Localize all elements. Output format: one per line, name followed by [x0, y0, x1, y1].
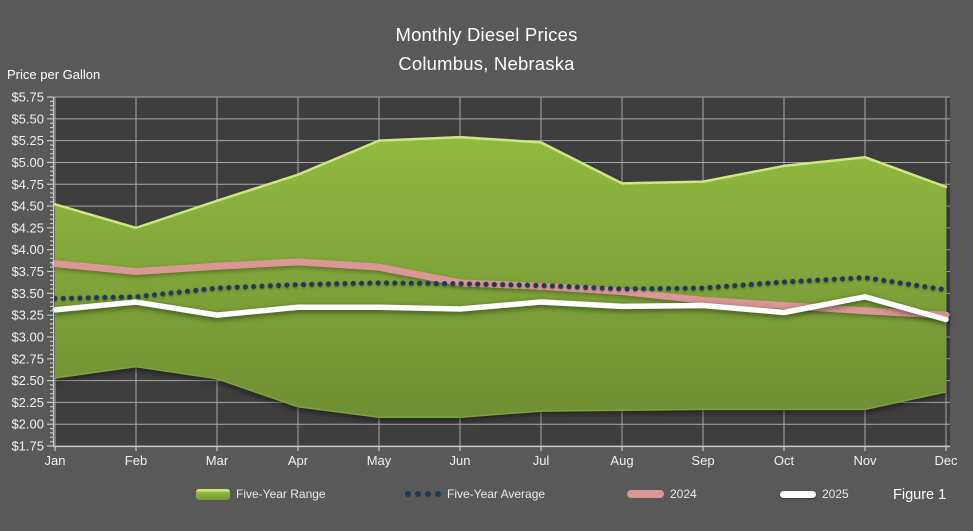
- svg-text:May: May: [367, 453, 392, 468]
- legend-label-five-year-range: Five-Year Range: [236, 487, 326, 501]
- svg-text:Nov: Nov: [853, 453, 877, 468]
- chart-title-line1: Monthly Diesel Prices: [395, 24, 578, 45]
- axes: [47, 96, 950, 451]
- svg-text:$5.00: $5.00: [11, 155, 44, 170]
- figure-label: Figure 1: [893, 487, 947, 503]
- chart-title-line2: Columbus, Nebraska: [398, 53, 575, 74]
- svg-text:$1.75: $1.75: [11, 439, 44, 454]
- svg-text:$2.50: $2.50: [11, 373, 44, 388]
- chart-title: Monthly Diesel Prices Columbus, Nebraska: [0, 20, 973, 78]
- y-axis-title: Price per Gallon: [7, 67, 101, 82]
- svg-text:$5.25: $5.25: [11, 133, 44, 148]
- svg-text:Sep: Sep: [691, 453, 714, 468]
- svg-text:$2.00: $2.00: [11, 417, 44, 432]
- legend-label-2024: 2024: [670, 487, 697, 501]
- svg-text:$4.75: $4.75: [11, 177, 44, 192]
- line-five-year-average: [52, 275, 949, 302]
- x-tick-labels: Jan Feb Mar Apr May Jun Jul Aug Sep Oct Nov Dec: [45, 453, 959, 468]
- line-2025: [52, 294, 949, 323]
- svg-text:Jul: Jul: [533, 453, 550, 468]
- svg-text:$4.00: $4.00: [11, 242, 44, 257]
- svg-text:$3.50: $3.50: [11, 286, 44, 301]
- svg-text:Aug: Aug: [610, 453, 633, 468]
- svg-text:$4.50: $4.50: [11, 199, 44, 214]
- svg-text:Mar: Mar: [206, 453, 229, 468]
- legend-label-2025: 2025: [822, 487, 849, 501]
- svg-text:$3.75: $3.75: [11, 264, 44, 279]
- svg-text:$3.25: $3.25: [11, 308, 44, 323]
- svg-text:Apr: Apr: [288, 453, 309, 468]
- svg-text:Jun: Jun: [450, 453, 471, 468]
- legend-item-2024: 2024: [627, 486, 697, 502]
- svg-text:$2.25: $2.25: [11, 395, 44, 410]
- svg-text:$5.50: $5.50: [11, 111, 44, 126]
- five-year-average-dots-icon: [405, 491, 441, 497]
- svg-text:Oct: Oct: [774, 453, 795, 468]
- svg-text:$2.75: $2.75: [11, 351, 44, 366]
- line-2024-swatch-icon: [627, 490, 664, 498]
- legend-item-five-year-range: Five-Year Range: [196, 486, 326, 502]
- legend-label-five-year-average: Five-Year Average: [447, 487, 546, 501]
- svg-text:$3.00: $3.00: [11, 329, 44, 344]
- legend-item-five-year-average: Five-Year Average: [405, 486, 545, 502]
- svg-text:Feb: Feb: [125, 453, 147, 468]
- svg-text:Jan: Jan: [45, 453, 66, 468]
- legend-item-2025: 2025: [780, 486, 849, 502]
- line-2025-swatch-icon: [780, 490, 816, 498]
- svg-text:Dec: Dec: [934, 453, 958, 468]
- y-tick-labels: $5.75 $5.50 $5.25 $5.00 $4.75 $4.50 $4.25 $4.00…: [11, 90, 44, 454]
- five-year-range-band: [53, 135, 948, 418]
- svg-text:$4.25: $4.25: [11, 220, 44, 235]
- svg-text:$5.75: $5.75: [11, 90, 44, 105]
- five-year-range-swatch-icon: [196, 488, 230, 500]
